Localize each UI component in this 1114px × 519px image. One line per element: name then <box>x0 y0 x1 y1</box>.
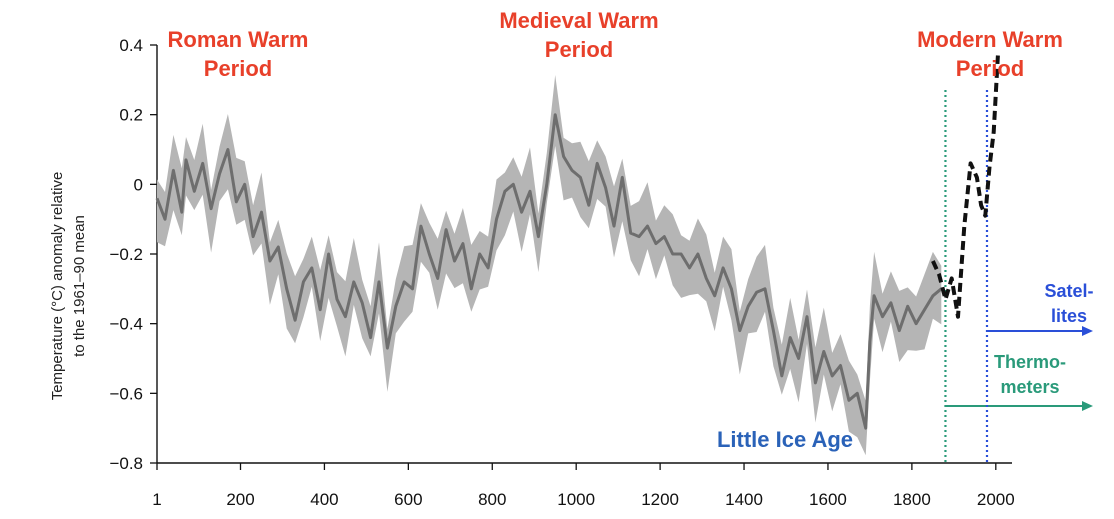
instrument-label-line: Thermo- <box>994 352 1066 372</box>
satellites-arrowhead <box>1082 326 1093 336</box>
instrument-label-line: Satel- <box>1044 281 1093 301</box>
annotation-line: Modern Warm <box>917 27 1063 52</box>
x-tick-label: 800 <box>478 490 506 509</box>
satellites-label: Satel-lites <box>1044 281 1093 326</box>
y-tick-label: −0.8 <box>109 454 143 473</box>
y-tick-label: 0.2 <box>119 106 143 125</box>
instrumental-dashed-line <box>931 55 1000 319</box>
x-tick-label: 1 <box>152 490 161 509</box>
x-tick-label: 400 <box>310 490 338 509</box>
y-tick-label: 0.4 <box>119 36 143 55</box>
y-tick-label: −0.2 <box>109 245 143 264</box>
x-tick-label: 1800 <box>893 490 931 509</box>
annotation-line: Period <box>956 56 1024 81</box>
reconstruction-line <box>155 113 943 430</box>
x-tick-label: 1400 <box>725 490 763 509</box>
instrument-label-line: lites <box>1051 306 1087 326</box>
medieval-warm-period-label: Medieval Warm Period <box>499 8 658 62</box>
annotation-line: Little Ice Age <box>717 427 853 452</box>
y-tick-label: 0 <box>134 175 143 194</box>
y-axis-title-line-1: Temperature (°C) anomaly relative <box>49 172 66 401</box>
plot-area: 0.40.20−0.2−0.4−0.6−0.81 200 400 600 800 1000… <box>109 8 1093 509</box>
x-tick-label: 200 <box>226 490 254 509</box>
y-tick-label: −0.4 <box>109 315 143 334</box>
modern-warm-period-label: Modern Warm Period <box>917 27 1063 81</box>
x-tick-label: 2000 <box>977 490 1015 509</box>
x-tick-label: 1000 <box>557 490 595 509</box>
thermometers-label: Thermo-meters <box>994 352 1066 397</box>
x-tick-label: 1200 <box>641 490 679 509</box>
y-tick-label: −0.6 <box>109 384 143 403</box>
roman-warm-period-label: Roman Warm Period <box>168 27 309 81</box>
x-tick-label: 1600 <box>809 490 847 509</box>
thermometers-arrowhead <box>1082 401 1093 411</box>
y-axis-title: Temperature (°C) anomaly relative to the… <box>49 172 88 401</box>
y-axis-title-line-2: to the 1961–90 mean <box>71 215 88 357</box>
little-ice-age-label: Little Ice Age <box>717 427 853 452</box>
x-tick-label: 600 <box>394 490 422 509</box>
annotation-line: Roman Warm <box>168 27 309 52</box>
annotation-line: Medieval Warm <box>499 8 658 33</box>
annotation-line: Period <box>545 37 613 62</box>
instrument-label-line: meters <box>1000 377 1059 397</box>
reconstruction-uncertainty-band <box>157 75 942 456</box>
annotation-line: Period <box>204 56 272 81</box>
